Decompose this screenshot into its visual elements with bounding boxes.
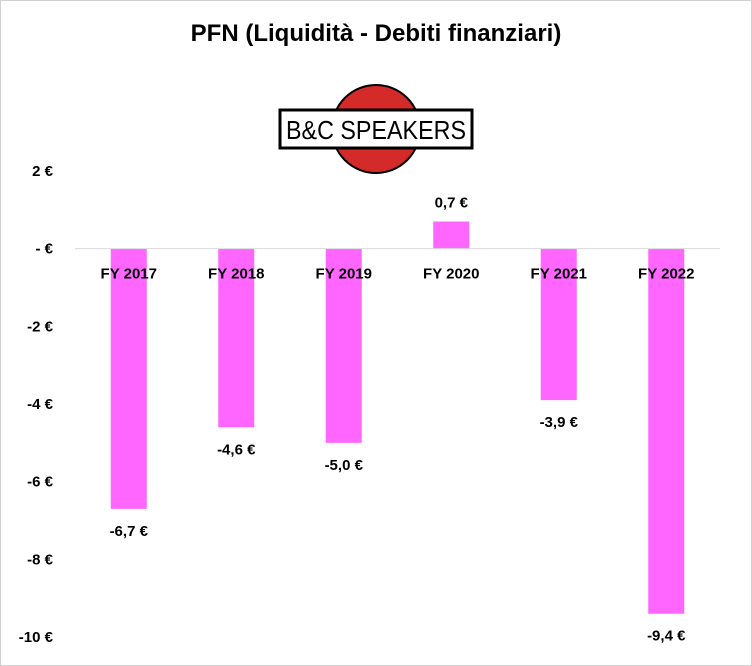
x-axis-labels: FY 2017 FY 2018 FY 2019 FY 2020 FY 2021 FY 20… bbox=[101, 266, 695, 283]
data-label: -4,6 € bbox=[217, 441, 256, 458]
logo-banner bbox=[278, 108, 474, 150]
data-labels: -6,7 € -4,6 € -5,0 € 0,7 € -3,9 € -9,4 € bbox=[110, 194, 687, 644]
data-label: -5,0 € bbox=[325, 457, 364, 474]
data-label: -9,4 € bbox=[647, 628, 686, 645]
bar-5 bbox=[648, 248, 685, 614]
bc-speakers-logo: B&C SPEAKERS bbox=[278, 84, 474, 174]
y-tick-label: - € bbox=[35, 241, 53, 258]
x-tick-label: FY 2021 bbox=[531, 266, 587, 283]
y-tick-label: -2 € bbox=[27, 318, 54, 335]
y-tick-label: -4 € bbox=[27, 396, 54, 413]
x-tick-label: FY 2020 bbox=[423, 266, 479, 283]
bar-3 bbox=[433, 221, 470, 249]
bar-0 bbox=[110, 248, 147, 509]
bar-4 bbox=[540, 248, 577, 401]
chart-title: PFN (Liquidità - Debiti finanziari) bbox=[190, 20, 562, 47]
bars-group bbox=[110, 221, 685, 614]
data-label: 0,7 € bbox=[435, 194, 469, 211]
x-tick-label: FY 2018 bbox=[208, 266, 264, 283]
y-axis-labels: 2 € - € -2 € -4 € -6 € -8 € -10 € bbox=[19, 163, 54, 646]
data-label: -6,7 € bbox=[110, 523, 149, 540]
bar-2 bbox=[325, 248, 362, 443]
logo-text: B&C SPEAKERS bbox=[286, 115, 466, 145]
data-label: -3,9 € bbox=[540, 414, 579, 431]
x-tick-label: FY 2017 bbox=[101, 266, 157, 283]
bar-1 bbox=[218, 248, 255, 428]
y-tick-label: -6 € bbox=[27, 474, 54, 491]
y-tick-label: -8 € bbox=[27, 551, 54, 568]
y-tick-label: 2 € bbox=[32, 163, 54, 180]
y-tick-label: -10 € bbox=[19, 629, 54, 646]
x-tick-label: FY 2019 bbox=[316, 266, 372, 283]
x-tick-label: FY 2022 bbox=[638, 266, 694, 283]
